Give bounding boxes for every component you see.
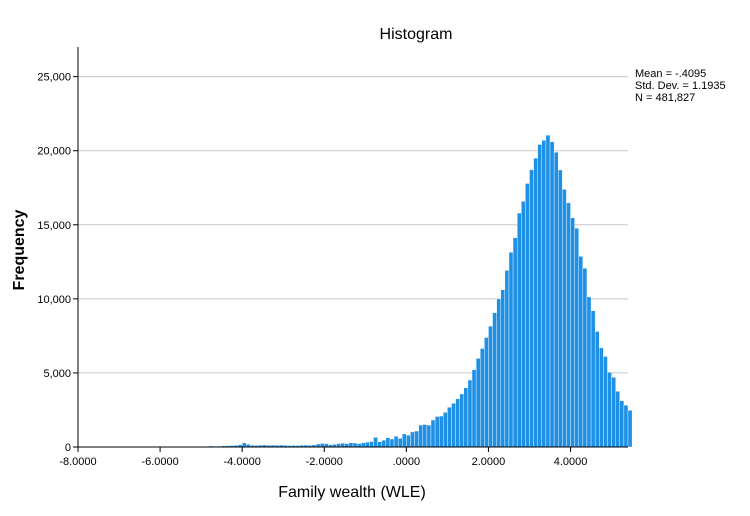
histogram-bar-124 xyxy=(587,297,591,447)
chart-title: Histogram xyxy=(380,26,453,43)
histogram-bar-95 xyxy=(468,380,472,447)
histogram-bar-77 xyxy=(394,436,398,447)
histogram-bar-59 xyxy=(320,443,324,447)
histogram-bar-97 xyxy=(476,358,480,447)
y-axis-title: Frequency xyxy=(11,209,28,290)
stat-n: N = 481,827 xyxy=(635,92,695,104)
histogram-bar-125 xyxy=(591,311,595,447)
histogram-bar-101 xyxy=(493,313,497,447)
histogram-bar-65 xyxy=(345,444,349,447)
histogram-bar-106 xyxy=(513,238,517,447)
y-tick-label-0: 0 xyxy=(65,442,71,454)
histogram-bar-66 xyxy=(349,443,353,447)
histogram-bar-108 xyxy=(521,201,525,447)
histogram-bar-99 xyxy=(484,338,488,447)
histogram-bar-98 xyxy=(480,348,484,447)
histogram-bar-103 xyxy=(501,290,505,447)
histogram-bar-114 xyxy=(546,135,550,447)
x-tick-label-1: -6.0000 xyxy=(141,456,178,468)
histogram-bar-78 xyxy=(398,438,402,447)
histogram-bar-107 xyxy=(517,213,521,447)
histogram-bar-126 xyxy=(595,331,599,447)
histogram-bar-64 xyxy=(341,443,345,447)
x-tick-label-2: -4.0000 xyxy=(224,456,261,468)
histogram-bar-118 xyxy=(562,189,566,447)
histogram-bar-127 xyxy=(599,348,603,447)
histogram-bar-75 xyxy=(386,438,390,447)
histogram-bar-123 xyxy=(583,268,587,447)
histogram-bar-88 xyxy=(439,416,443,447)
histogram-bar-82 xyxy=(415,431,419,447)
histogram-bar-70 xyxy=(365,442,369,447)
x-tick-label-4: .0000 xyxy=(393,456,421,468)
histogram-bar-102 xyxy=(497,299,501,447)
histogram-bar-134 xyxy=(628,410,632,447)
histogram-bar-115 xyxy=(550,142,554,447)
histogram-bar-113 xyxy=(542,140,546,447)
histogram-bar-79 xyxy=(402,434,406,447)
histogram-bar-93 xyxy=(460,394,464,447)
histogram-bar-100 xyxy=(488,326,492,447)
histogram-bar-76 xyxy=(390,439,394,447)
histogram-bar-111 xyxy=(534,158,538,447)
y-tick-label-4: 20,000 xyxy=(37,146,71,158)
histogram-bar-81 xyxy=(410,432,414,447)
histogram-bar-60 xyxy=(324,444,328,447)
histogram-bar-40 xyxy=(242,443,246,447)
histogram-bar-109 xyxy=(525,183,529,447)
histogram-bar-84 xyxy=(423,424,427,447)
y-tick-label-5: 25,000 xyxy=(37,72,71,84)
histogram-bar-90 xyxy=(447,407,451,447)
bars-layer xyxy=(201,135,632,447)
histogram-bar-132 xyxy=(620,401,624,447)
histogram-bar-85 xyxy=(427,425,431,447)
stat-mean: Mean = -.4095 xyxy=(635,68,706,80)
histogram-bar-133 xyxy=(624,405,628,447)
x-tick-label-5: 2.0000 xyxy=(472,456,506,468)
histogram-bar-117 xyxy=(558,170,562,447)
histogram-bar-122 xyxy=(579,256,583,447)
histogram-bar-119 xyxy=(566,203,570,447)
histogram-bar-68 xyxy=(357,444,361,447)
histogram-bar-83 xyxy=(419,425,423,447)
histogram-bar-96 xyxy=(472,370,476,447)
histogram-bar-129 xyxy=(607,372,611,447)
histogram-bar-67 xyxy=(353,443,357,447)
histogram-bar-131 xyxy=(616,391,620,447)
histogram-bar-104 xyxy=(505,270,509,447)
histogram-bar-71 xyxy=(369,442,373,447)
histogram-bar-91 xyxy=(452,403,456,447)
histogram-bar-72 xyxy=(374,437,378,447)
histogram-bar-120 xyxy=(571,218,575,447)
histogram-bar-80 xyxy=(406,435,410,447)
y-tick-label-1: 5,000 xyxy=(43,368,71,380)
histogram-bar-86 xyxy=(431,420,435,447)
histogram-bar-74 xyxy=(382,440,386,447)
stat-std-dev: Std. Dev. = 1.1935 xyxy=(635,80,726,92)
y-tick-label-3: 15,000 xyxy=(37,220,71,232)
histogram-bar-112 xyxy=(538,144,542,447)
histogram-bar-87 xyxy=(435,416,439,447)
x-tick-label-3: -2.0000 xyxy=(306,456,343,468)
x-tick-label-6: 4.0000 xyxy=(554,456,588,468)
x-axis-title: Family wealth (WLE) xyxy=(278,484,426,501)
histogram-bar-94 xyxy=(464,388,468,447)
histogram-bar-121 xyxy=(575,228,579,447)
histogram-bar-105 xyxy=(509,252,513,447)
histogram-bar-63 xyxy=(337,444,341,447)
histogram-bar-92 xyxy=(456,399,460,447)
histogram-bar-73 xyxy=(378,442,382,447)
histogram-bar-130 xyxy=(612,377,616,447)
histogram-bar-116 xyxy=(554,152,558,447)
histogram-bar-89 xyxy=(443,412,447,447)
histogram-bar-110 xyxy=(529,170,533,447)
x-tick-label-0: -8.0000 xyxy=(59,456,96,468)
y-tick-label-2: 10,000 xyxy=(37,294,71,306)
histogram-bar-69 xyxy=(361,443,365,447)
histogram-bar-128 xyxy=(603,356,607,447)
